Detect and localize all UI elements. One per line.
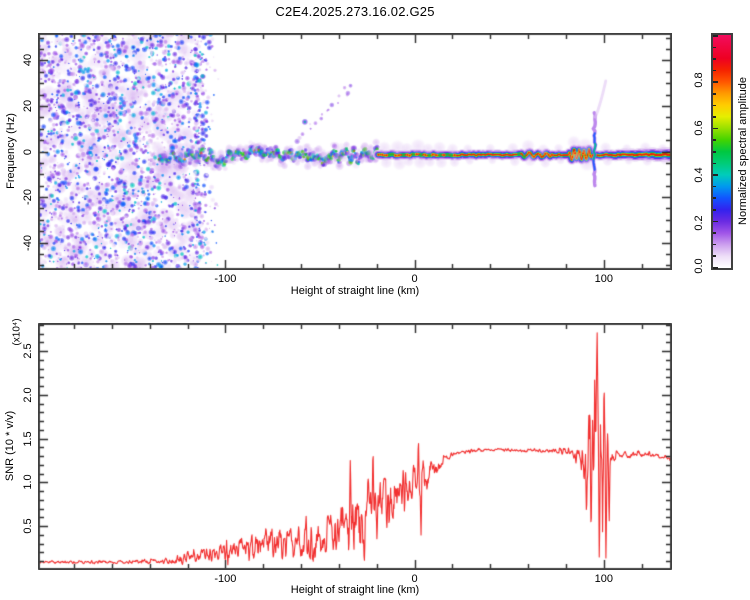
colorbar-tick-label: 0.8 [693, 72, 705, 89]
spectrogram-x-tick-label: 0 [411, 273, 418, 285]
colorbar-label: Normalized spectral amplitude [737, 77, 749, 225]
colorbar-tick [713, 104, 716, 107]
colorbar-tick [713, 255, 716, 257]
colorbar-tick [713, 58, 716, 60]
spectrogram-plot [38, 33, 672, 270]
snr-axis-label: SNR (10 * v/v) [4, 410, 16, 482]
colorbar-gradient [713, 35, 731, 268]
colorbar-tick [713, 267, 718, 269]
spectrogram-x-tick-label: -100 [214, 273, 237, 285]
snr-y-tick-label: 0.5 [22, 518, 34, 534]
spectrogram-y-tick-label: -40 [22, 234, 34, 251]
snr-canvas [38, 323, 672, 570]
colorbar-tick [713, 197, 716, 199]
spectrogram-y-tick-label: 20 [22, 99, 34, 113]
frequency-axis-label: Frequency (Hz) [5, 113, 17, 189]
colorbar-tick [713, 232, 716, 234]
colorbar-tick [713, 139, 716, 141]
snr-x-tick-label: -100 [214, 573, 237, 585]
spectrogram-canvas [38, 33, 672, 270]
spectrogram-y-tick-label: 0 [22, 148, 34, 155]
colorbar-tick [713, 69, 716, 72]
colorbar-tick-label: 0.6 [693, 120, 705, 136]
colorbar-tick-label: 0.0 [693, 258, 705, 274]
colorbar-tick [713, 35, 718, 37]
snr-scale-label: (x10⁴) [11, 318, 23, 346]
colorbar-tick [713, 81, 718, 83]
snr-plot [38, 323, 672, 570]
top-x-axis-label: Height of straight line (km) [290, 285, 420, 297]
colorbar-tick [713, 162, 716, 165]
colorbar-tick [713, 209, 716, 211]
colorbar-tick [713, 127, 718, 130]
spectrogram-x-tick-label: 100 [594, 273, 614, 285]
snr-y-tick-label: 2.0 [22, 387, 34, 403]
snr-x-tick-label: 100 [594, 573, 614, 585]
snr-x-tick-label: 0 [411, 573, 418, 585]
colorbar-tick [713, 185, 716, 188]
colorbar-tick [713, 243, 716, 246]
colorbar-tick-label: 0.2 [693, 214, 705, 231]
figure-title: C2E4.2025.273.16.02.G25 [275, 4, 435, 19]
colorbar [711, 33, 733, 270]
colorbar-tick [713, 46, 716, 49]
colorbar-tick [713, 151, 716, 153]
bottom-x-axis-label: Height of straight line (km) [290, 584, 420, 596]
colorbar-tick [713, 174, 718, 176]
spectrogram-y-tick-label: 40 [22, 54, 34, 67]
snr-y-tick-label: 1.0 [22, 474, 34, 491]
spectrogram-y-tick-label: -20 [22, 189, 34, 206]
colorbar-tick-label: 0.4 [693, 167, 705, 183]
colorbar-tick [713, 220, 718, 223]
colorbar-tick [713, 93, 716, 95]
snr-y-tick-label: 2.5 [22, 343, 34, 359]
snr-y-tick-label: 1.5 [22, 430, 34, 447]
colorbar-tick [713, 116, 716, 118]
